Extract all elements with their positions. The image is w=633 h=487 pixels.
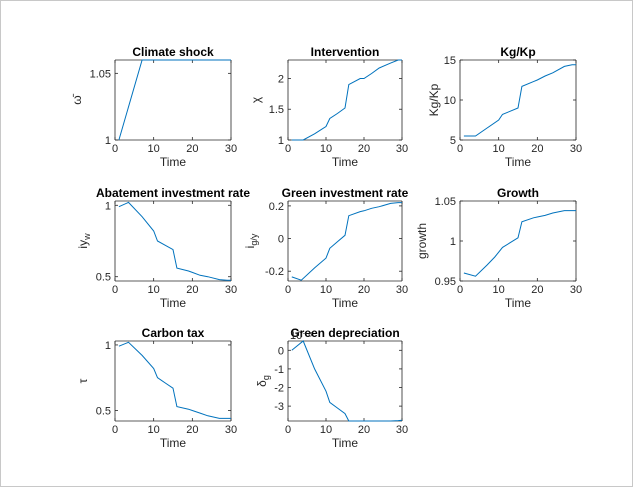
series-line	[291, 202, 402, 281]
series-line	[118, 59, 231, 141]
x-tick-label: 30	[396, 284, 408, 296]
y-axis-label: ω̄	[70, 93, 84, 104]
x-tick-label: 10	[148, 284, 160, 296]
series-line	[118, 201, 231, 281]
series-line	[463, 210, 576, 277]
y-tick-label: 1	[105, 340, 111, 352]
y-axis-label: δg	[255, 375, 271, 387]
subplot-title: Abatement investment rate	[96, 186, 250, 200]
x-tick-label: 0	[285, 424, 291, 436]
y-tick-label: 0.5	[96, 272, 111, 284]
x-axis-label: Time	[160, 296, 187, 310]
y-axis-label: Kg/Kp	[427, 83, 441, 116]
x-axis-label: Time	[332, 436, 359, 450]
series-line	[463, 64, 576, 137]
x-tick-label: 0	[112, 143, 118, 155]
x-tick-label: 20	[358, 284, 370, 296]
y-axis-label: iyw	[76, 233, 92, 249]
x-tick-label: 0	[457, 284, 463, 296]
x-tick-label: 10	[320, 424, 332, 436]
x-axis-label: Time	[160, 436, 187, 450]
y-axis-label: χ	[249, 96, 263, 103]
series-line	[291, 340, 403, 422]
y-tick-label: -1	[274, 364, 284, 376]
y-tick-label: -0.2	[265, 266, 284, 278]
subplot-6: 0 10 20 30 0.95 1 1.05 Growth Time growth	[415, 186, 582, 310]
subplot-8: 0 10 20 30 -3 -2 -1 0 Green depreciation Time δg 10…	[255, 326, 408, 450]
y-tick-label: 1.5	[269, 104, 284, 116]
y-tick-label: -3	[274, 401, 284, 413]
subplot-1: 0 10 20 30 1 1.05 Climate shock Time ω̄	[70, 45, 237, 169]
y-tick-label: 1	[278, 135, 284, 147]
y-axis-label: τ	[76, 378, 90, 383]
y-tick-label: 1	[105, 135, 111, 147]
y-tick-label: -2	[274, 383, 284, 395]
x-tick-label: 10	[148, 143, 160, 155]
x-axis-label: Time	[332, 155, 359, 169]
x-tick-label: 30	[225, 424, 237, 436]
x-tick-label: 20	[186, 284, 198, 296]
y-tick-label: 0	[278, 345, 284, 357]
x-tick-label: 20	[186, 143, 198, 155]
x-tick-label: 10	[148, 424, 160, 436]
subplot-3: 0 10 20 30 5 10 15 Kg/Kp Time Kg/Kp	[427, 45, 582, 169]
subplot-7: 0 10 20 30 0.5 1 Carbon tax Time τ	[76, 326, 237, 450]
x-tick-label: 20	[186, 424, 198, 436]
x-tick-label: 0	[457, 143, 463, 155]
y-tick-label: 1	[105, 200, 111, 212]
y-tick-label: 10	[444, 95, 456, 107]
series-line	[291, 59, 402, 141]
x-tick-label: 20	[358, 424, 370, 436]
y-tick-label: 5	[450, 135, 456, 147]
x-tick-label: 30	[225, 284, 237, 296]
y-tick-label: 0.5	[96, 406, 111, 418]
y-tick-label: 1	[450, 236, 456, 248]
y-tick-label: 2	[278, 73, 284, 85]
x-tick-label: 30	[570, 284, 582, 296]
subplot-title: Intervention	[311, 45, 380, 59]
x-tick-label: 0	[285, 284, 291, 296]
y-axis-label: ig/y	[243, 233, 259, 248]
x-tick-label: 0	[112, 424, 118, 436]
y-tick-label: 1.05	[90, 68, 111, 80]
y-tick-label: 0	[278, 234, 284, 246]
x-tick-label: 10	[493, 143, 505, 155]
x-axis-label: Time	[505, 296, 532, 310]
x-axis-label: Time	[332, 296, 359, 310]
subplot-title: Kg/Kp	[500, 45, 535, 59]
x-tick-label: 20	[531, 143, 543, 155]
x-axis-label: Time	[505, 155, 532, 169]
y-tick-label: 0.2	[269, 201, 284, 213]
subplot-title: Growth	[497, 186, 539, 200]
x-tick-label: 0	[112, 284, 118, 296]
x-tick-label: 30	[396, 424, 408, 436]
subplot-title: Green depreciation	[290, 326, 399, 340]
x-axis-label: Time	[160, 155, 187, 169]
x-tick-label: 20	[358, 143, 370, 155]
subplot-2: 0 10 20 30 1 1.5 2 Intervention Time χ	[249, 45, 408, 169]
y-tick-label: 0.95	[435, 276, 456, 288]
y-axis-label: growth	[415, 223, 429, 259]
subplot-title: Carbon tax	[142, 326, 205, 340]
x-tick-label: 10	[493, 284, 505, 296]
x-tick-label: 30	[225, 143, 237, 155]
y-tick-label: 1.05	[435, 196, 456, 208]
x-tick-label: 10	[320, 143, 332, 155]
x-tick-label: 30	[396, 143, 408, 155]
subplot-title: Green investment rate	[282, 186, 409, 200]
x-tick-label: 20	[531, 284, 543, 296]
series-line	[118, 341, 231, 419]
x-tick-label: 30	[570, 143, 582, 155]
exponent-label: 10⁻⁶	[290, 330, 313, 342]
y-tick-label: 15	[444, 55, 456, 67]
subplot-title: Climate shock	[132, 45, 214, 59]
x-tick-label: 0	[285, 143, 291, 155]
x-tick-label: 10	[320, 284, 332, 296]
